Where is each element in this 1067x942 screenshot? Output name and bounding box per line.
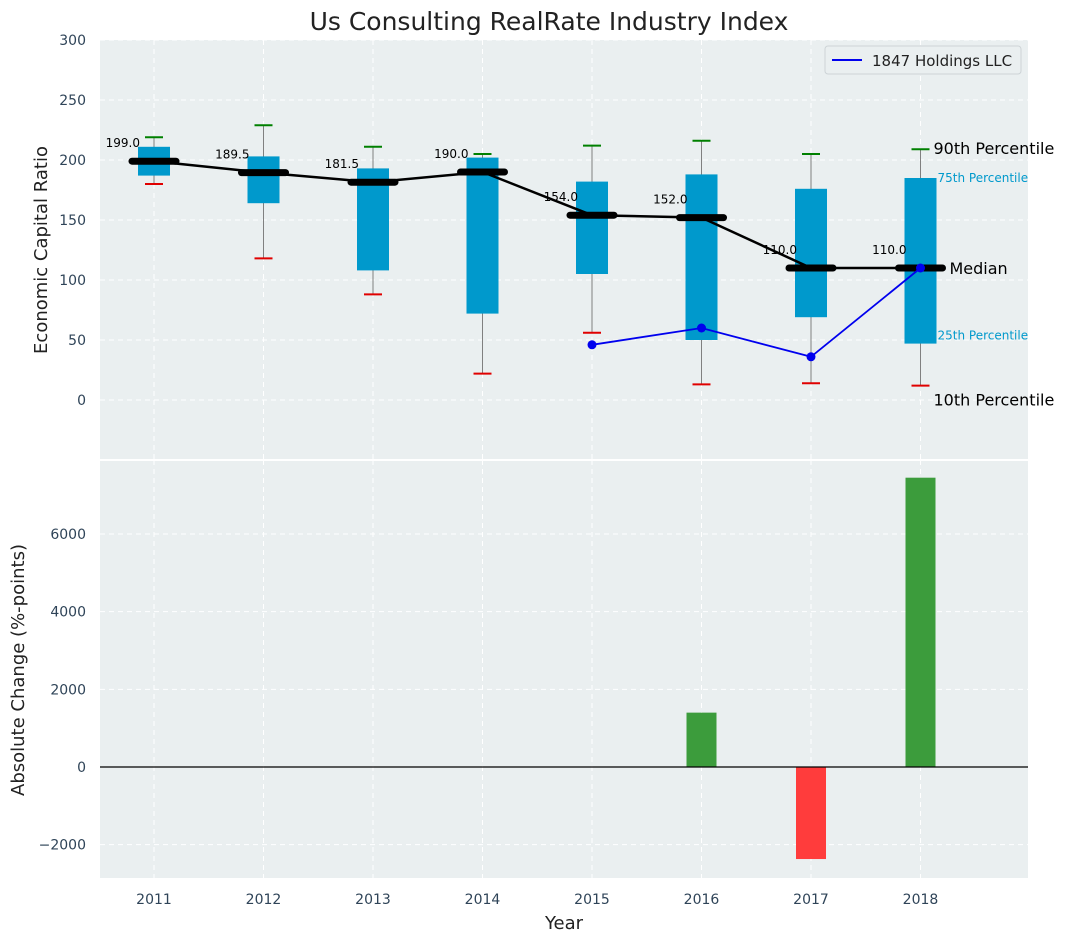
iqr-box: [466, 157, 499, 314]
legend-box: [824, 45, 1022, 75]
top-y-tick-label: 200: [59, 153, 86, 169]
bottom-y-tick-label: 0: [77, 760, 86, 776]
median-value-label: 189.5: [215, 148, 249, 162]
x-tick-label: 2014: [465, 892, 501, 908]
median-value-label: 181.5: [325, 157, 359, 171]
change-bar: [796, 767, 826, 860]
top-y-tick-label: 0: [77, 393, 86, 409]
series-point: [697, 323, 706, 333]
annotation-p90: 90th Percentile: [934, 139, 1055, 158]
change-bar: [905, 477, 936, 767]
x-tick-label: 2011: [136, 892, 172, 908]
top-y-tick-label: 50: [68, 333, 86, 349]
iqr-box: [576, 181, 608, 274]
iqr-box: [795, 188, 827, 318]
bottom-y-tick-label: −2000: [39, 838, 86, 854]
x-tick-label: 2012: [246, 892, 282, 908]
bottom-y-tick-label: 2000: [50, 682, 86, 698]
bottom-plot-background: [100, 460, 1028, 878]
median-value-label: 152.0: [653, 193, 687, 207]
x-axis-label: Year: [544, 913, 584, 934]
x-tick-label: 2013: [355, 892, 391, 908]
x-tick-label: 2017: [793, 892, 829, 908]
top-plot-background: [100, 40, 1028, 460]
chart-title: Us Consulting RealRate Industry Index: [310, 7, 789, 36]
series-line: [591, 267, 922, 358]
series-point: [806, 352, 816, 362]
top-series: [587, 263, 925, 362]
legend-label: 1847 Holdings LLC: [872, 52, 1012, 70]
change-bar: [686, 712, 717, 767]
iqr-box: [904, 178, 937, 344]
top-y-axis-label: Economic Capital Ratio: [31, 146, 52, 354]
series-point: [587, 340, 597, 350]
x-tick-label: 2015: [574, 892, 610, 908]
x-tick-label: 2018: [903, 892, 939, 908]
iqr-box: [685, 174, 718, 340]
median-value-label: 110.0: [763, 243, 797, 257]
top-boxes: 199.0 189.5 181.5 190.0 154.0 152.0 110.0 110.0: [106, 124, 946, 387]
median-value-label: 110.0: [872, 243, 906, 257]
legend[interactable]: 1847 Holdings LLC: [824, 45, 1022, 75]
median-value-label: 199.0: [106, 136, 140, 150]
top-y-tick-label: 250: [59, 93, 86, 109]
annotation-p10: 10th Percentile: [934, 391, 1055, 410]
iqr-box: [247, 156, 280, 204]
bottom-y-tick-label: 4000: [50, 605, 86, 621]
x-tick-label: 2016: [684, 892, 720, 908]
annotation-p75: 75th Percentile: [938, 171, 1029, 185]
annotation-p25: 25th Percentile: [938, 329, 1029, 343]
bottom-y-ticks: −2000 0 2000 4000 6000: [39, 527, 86, 854]
bottom-y-tick-label: 6000: [50, 527, 86, 543]
series-point: [916, 263, 925, 273]
top-y-tick-label: 300: [59, 33, 86, 49]
top-annotations: 90th Percentile 75th Percentile Median 25th…: [934, 139, 1055, 409]
bottom-bars: [686, 477, 936, 860]
top-y-tick-label: 150: [59, 213, 86, 229]
bottom-y-axis-label: Absolute Change (%-points): [8, 544, 29, 796]
median-value-label: 154.0: [544, 190, 578, 204]
top-y-tick-label: 100: [59, 273, 86, 289]
annotation-median: Median: [950, 259, 1008, 278]
bottom-x-ticks: 2011 2012 2013 2014 2015 2016 2017 2018: [136, 892, 938, 908]
median-value-label: 190.0: [434, 147, 468, 161]
top-y-ticks: 0 50 100 150 200 250 300: [59, 33, 86, 409]
